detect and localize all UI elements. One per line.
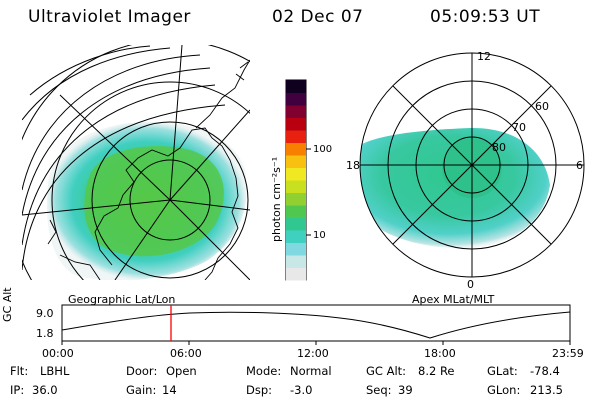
colorbar-cell — [286, 155, 306, 168]
apex-polar-map: 12 18 6 0 60 70 80 — [346, 50, 585, 291]
door-key: Door: — [126, 364, 158, 378]
altitude-tick-1-8: 1.8 — [36, 327, 54, 340]
mlt-label-18: 18 — [346, 159, 360, 172]
colorbar-cell — [286, 230, 306, 243]
altitude-tick-9: 9.0 — [36, 307, 54, 320]
gain-key: Gain: — [126, 383, 157, 397]
mlt-label-12: 12 — [477, 50, 491, 63]
coastline — [94, 127, 239, 280]
colorbar-cell — [286, 117, 306, 131]
instrument-title: Ultraviolet Imager — [28, 7, 191, 27]
altitude-plot — [61, 304, 571, 345]
geographic-panel-label: Geographic Lat/Lon — [68, 293, 176, 306]
apex-panel-label: Apex MLat/MLT — [412, 293, 495, 306]
colorbar-tick-100: 100 — [313, 144, 332, 155]
colorbar-unit-label: photon cm⁻²s⁻¹ — [270, 157, 283, 242]
colorbar-tick-10: 10 — [313, 230, 326, 241]
dsp-value: -3.0 — [290, 383, 313, 397]
door-value: Open — [166, 364, 197, 378]
time-tick-0000: 00:00 — [42, 347, 74, 360]
time-tick-2359: 23:59 — [552, 347, 584, 360]
seq-value: 39 — [398, 383, 413, 397]
geographic-map — [22, 45, 250, 280]
colorbar-cell — [286, 167, 306, 181]
colorbar-cell — [286, 217, 306, 231]
colorbar-cell — [286, 105, 306, 118]
mlat-label-60: 60 — [535, 100, 549, 113]
gain-value: 14 — [162, 383, 177, 397]
mode-key: Mode: — [246, 364, 282, 378]
filter-value: LBHL — [40, 364, 70, 378]
ip-value: 36.0 — [32, 383, 58, 397]
altitude-curve — [61, 311, 571, 339]
glon-key: GLon: — [487, 383, 521, 397]
gc-alt-key: GC Alt: — [366, 364, 407, 378]
mlt-label-0: 0 — [467, 278, 474, 291]
colorbar-cell — [286, 130, 306, 143]
colorbar-cell — [286, 192, 306, 206]
colorbar-cell — [286, 205, 306, 218]
mode-value: Normal — [290, 364, 332, 378]
gc-alt-value: 8.2 Re — [418, 364, 455, 378]
seq-key: Seq: — [366, 383, 392, 397]
glon-value: 213.5 — [530, 383, 563, 397]
colorbar-cell — [286, 180, 306, 193]
colorbar-cell — [286, 267, 306, 281]
observation-time: 05:09:53 UT — [430, 7, 541, 27]
ip-key: IP: — [10, 383, 25, 397]
colorbar-cell — [286, 142, 306, 156]
time-tick-1200: 12:00 — [297, 347, 329, 360]
filter-key: Flt: — [10, 364, 29, 378]
mlt-label-6: 6 — [576, 159, 583, 172]
time-tick-1800: 18:00 — [424, 347, 456, 360]
glat-key: GLat: — [487, 364, 518, 378]
colorbar-cell — [286, 242, 306, 256]
time-tick-0600: 06:00 — [170, 347, 202, 360]
observation-date: 02 Dec 07 — [272, 7, 364, 27]
mlat-label-80: 80 — [492, 141, 506, 154]
color-scale-bar: 100 10 photon cm⁻²s⁻¹ — [270, 79, 332, 281]
dsp-key: Dsp: — [246, 383, 273, 397]
mlat-label-70: 70 — [512, 121, 526, 134]
altitude-axis-label: GC Alt — [1, 287, 14, 322]
colorbar-cell — [286, 92, 306, 106]
colorbar-cell — [286, 80, 306, 93]
glat-value: -78.4 — [530, 364, 560, 378]
colorbar-cell — [286, 255, 306, 268]
